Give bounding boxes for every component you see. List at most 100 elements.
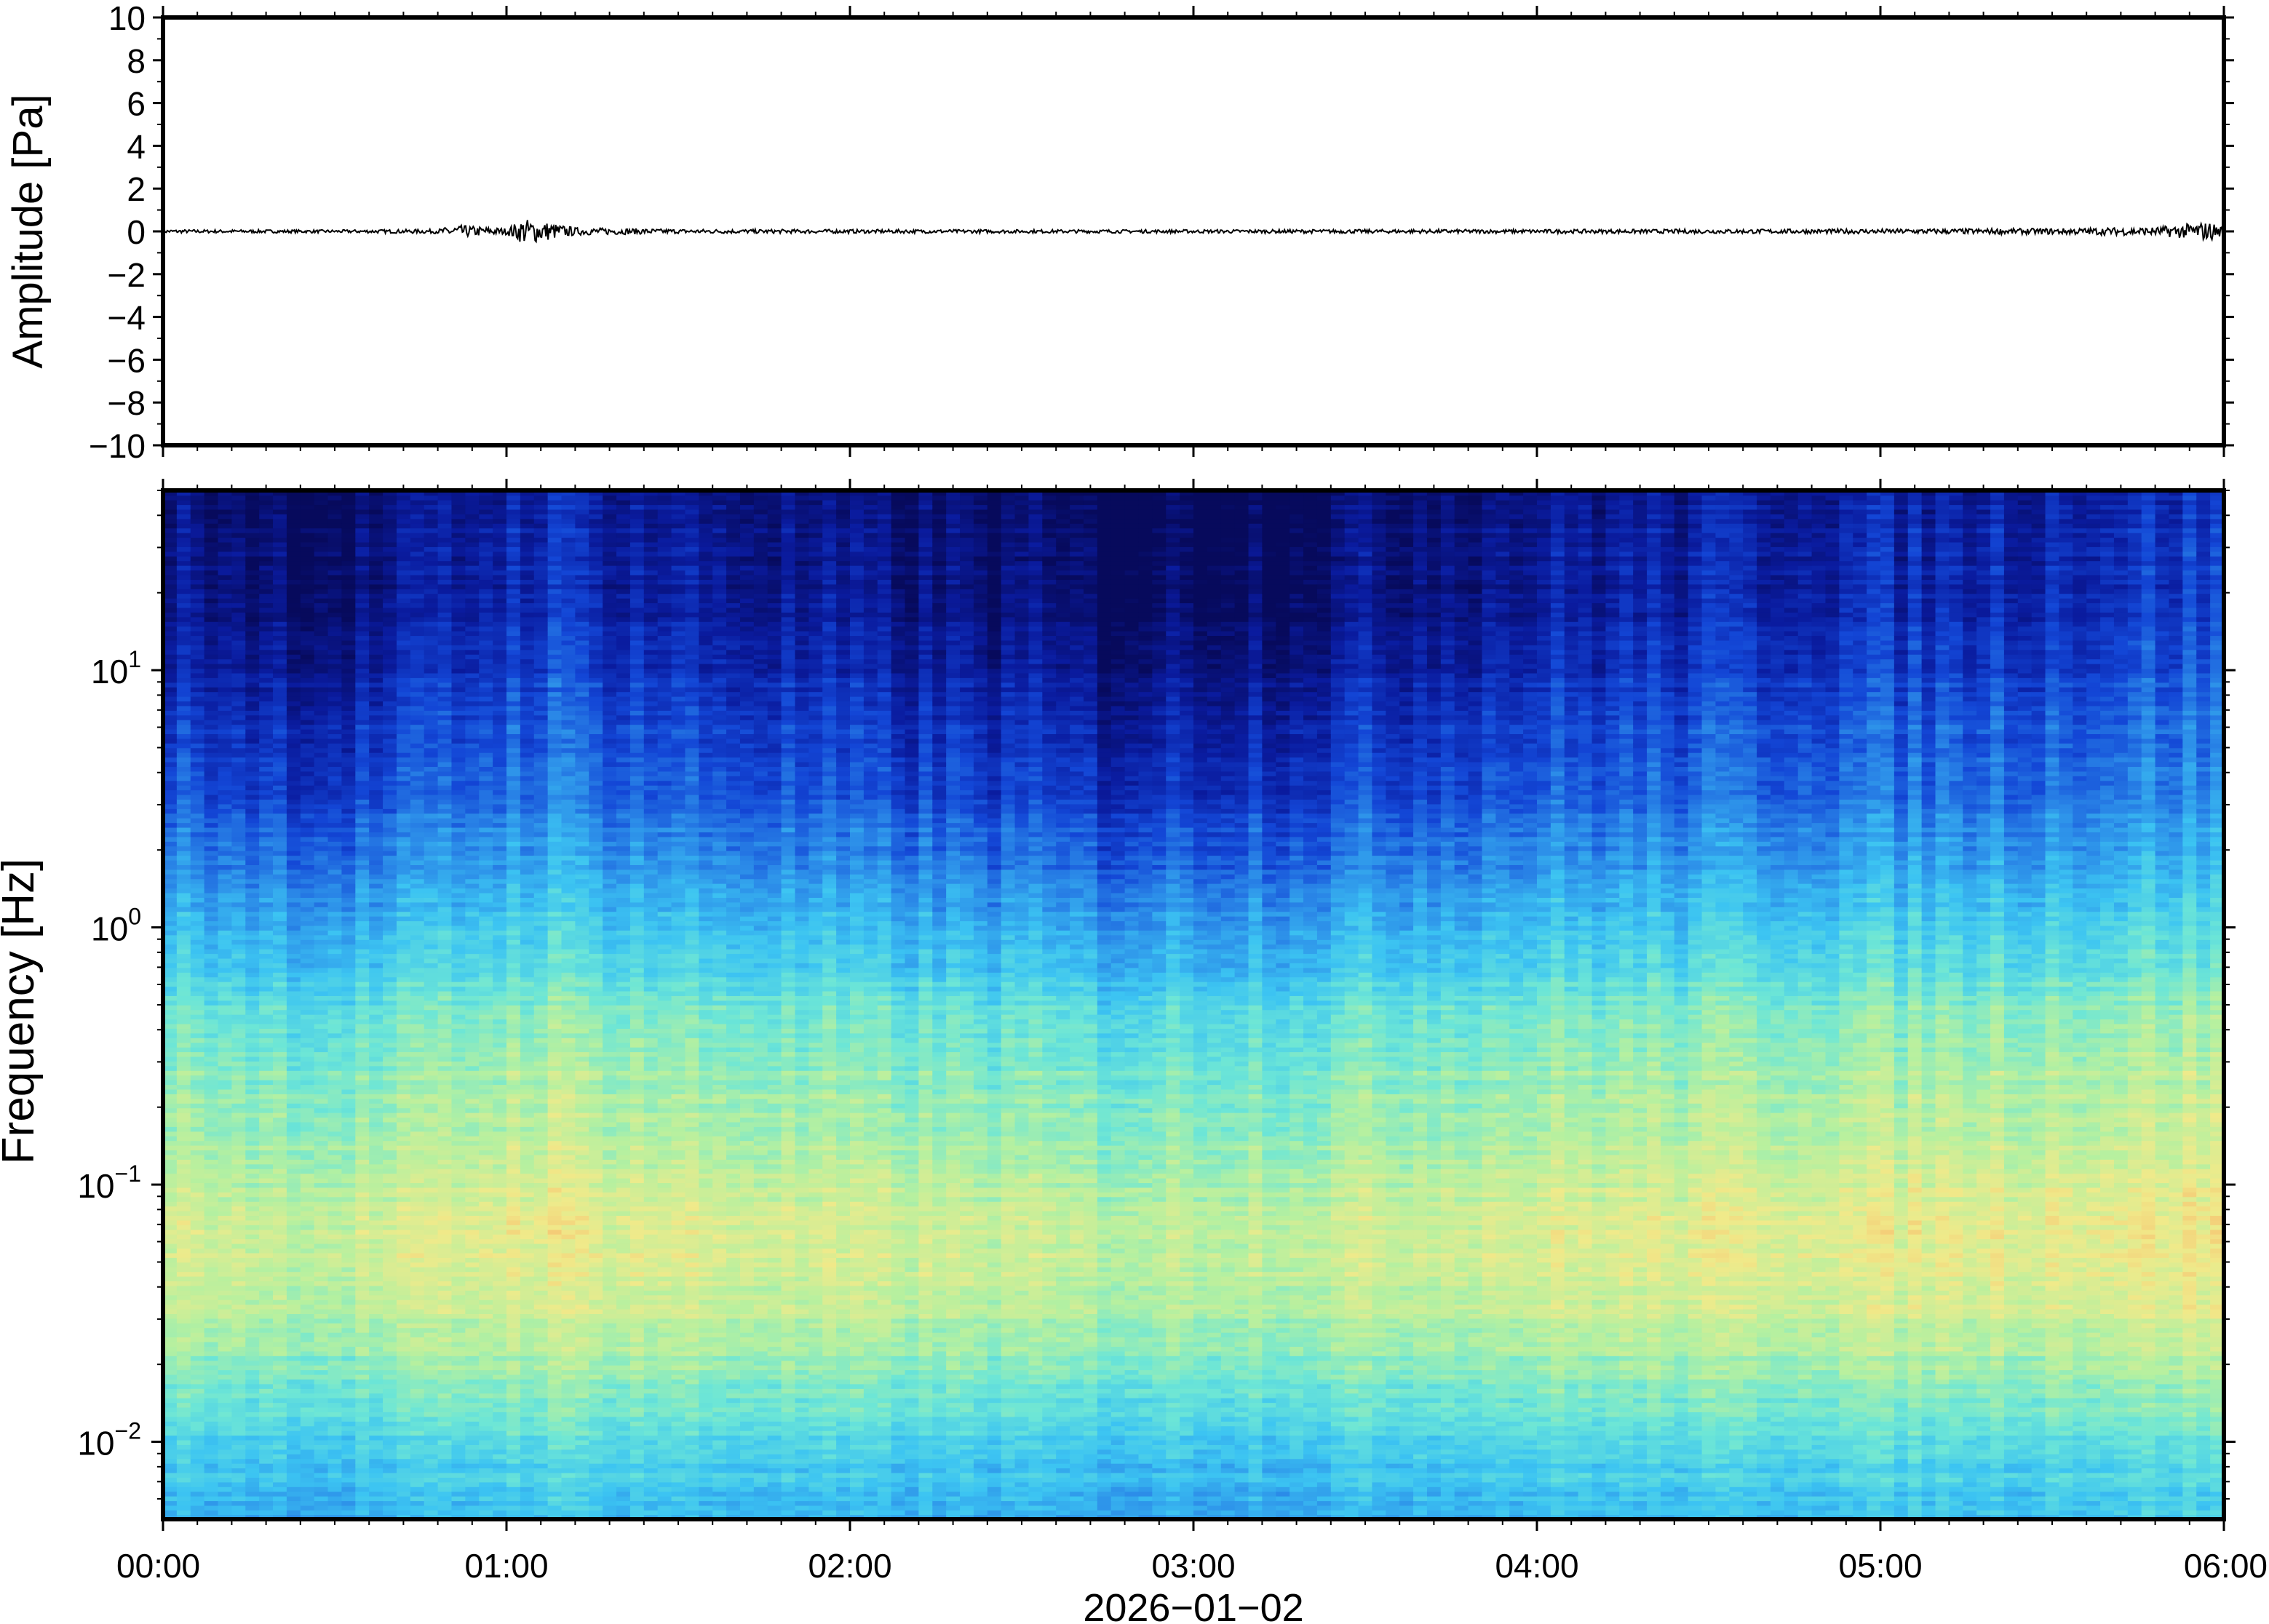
spectrogram-cell [259,500,274,505]
spectrogram-cell [191,907,205,912]
spectrogram-cell [465,1449,480,1454]
spectrogram-cell [191,715,205,720]
spectrogram-cell [438,1294,453,1299]
spectrogram-cell [451,907,466,912]
spectrogram-cell [259,837,274,842]
spectrogram-cell [245,509,260,514]
spectrogram-cell [273,1159,287,1164]
spectrogram-cell [341,1412,356,1417]
spectrogram-cell [424,837,439,842]
spectrogram-cell [177,911,191,916]
spectrogram-cell [341,1056,356,1062]
spectrogram-cell [259,1384,274,1389]
spectrogram-cell [191,1211,205,1216]
spectrogram-cell [218,720,233,725]
spectrogram-cell [204,893,219,898]
spectrogram-cell [273,795,287,800]
spectrogram-cell [218,668,233,673]
spectrogram-cell [204,1290,219,1295]
spectrogram-cell [410,701,425,706]
spectrogram-cell [341,860,356,865]
spectrogram-cell [204,528,219,533]
spectrogram-cell [287,860,301,865]
spectrogram-cell [273,780,287,785]
spectrogram-cell [355,1444,370,1449]
spectrogram-cell [301,1393,315,1398]
spectrogram-cell [451,640,466,645]
spectrogram-cell [383,1201,397,1206]
spectrogram-cell [355,916,370,921]
spectrogram-cell [273,1384,287,1389]
spectrogram-cell [397,523,411,528]
spectrogram-cell [259,668,274,673]
spectrogram-cell [369,542,384,547]
spectrogram-cell [231,1388,246,1393]
spectrogram-cell [328,1192,343,1197]
spectrogram-cell [424,1482,439,1487]
spectrogram-cell [397,1238,411,1243]
spectrogram-cell [287,1028,301,1033]
spectrogram-cell [369,972,384,977]
spectrogram-cell [369,1510,384,1515]
spectrogram-cell [231,808,246,813]
spectrogram-cell [301,930,315,935]
spectrogram-cell [177,874,191,879]
spectrogram-cell [438,1169,453,1174]
spectrogram-cell [231,710,246,715]
spectrogram-cell [231,631,246,636]
spectrogram-cell [259,612,274,617]
spectrogram-cell [341,1051,356,1056]
spectrogram-cell [204,808,219,813]
spectrogram-cell [465,930,480,935]
spectrogram-cell [328,691,343,696]
spectrogram-cell [410,739,425,744]
spectrogram-cell [355,851,370,856]
spectrogram-cell [341,1313,356,1318]
spectrogram-cell [273,533,287,538]
spectrogram-cell [355,1230,370,1235]
spectrogram-cell [424,696,439,701]
spectrogram-cell [451,593,466,598]
spectrogram-cell [301,1024,315,1029]
spectrogram-cell [314,1417,329,1422]
spectrogram-cell [383,1164,397,1169]
spectrogram-cell [397,1430,411,1436]
spectrogram-cell [245,1117,260,1122]
spectrogram-cell [314,1206,329,1211]
spectrogram-cell [355,715,370,720]
spectrogram-cell [177,1294,191,1299]
spectrogram-cell [273,1066,287,1071]
spectrogram-cell [218,593,233,598]
spectrogram-cell [301,963,315,968]
spectrogram-cell [273,1425,287,1430]
spectrogram-cell [369,1388,384,1393]
spectrogram-cell [245,528,260,533]
spectrogram-cell [231,1047,246,1052]
spectrogram-cell [287,696,301,701]
spectrogram-cell [451,1463,466,1468]
spectrogram-cell [204,1342,219,1347]
spectrogram-cell [273,822,287,827]
spectrogram-cell [328,982,343,987]
spectrogram-cell [314,776,329,781]
spectrogram-cell [410,654,425,659]
spectrogram-cell [314,565,329,570]
spectrogram-cell [191,795,205,800]
spectrogram-cell [383,1014,397,1019]
spectrogram-cell [204,701,219,706]
spectrogram-cell [177,504,191,509]
spectrogram-cell [465,1117,480,1122]
spectrogram-cell [369,1112,384,1118]
spectrogram-cell [314,1024,329,1029]
spectrogram-cell [177,626,191,631]
spectrogram-cell [424,795,439,800]
spectrogram-cell [287,1075,301,1080]
spectrogram-cell [218,1323,233,1328]
spectrogram-cell [369,1449,384,1454]
spectrogram-cell [287,1444,301,1449]
spectrogram-cell [245,556,260,561]
spectrogram-cell [314,715,329,720]
spectrogram-cell [191,1309,205,1314]
spectrogram-cell [410,982,425,987]
spectrogram-cell [355,523,370,528]
